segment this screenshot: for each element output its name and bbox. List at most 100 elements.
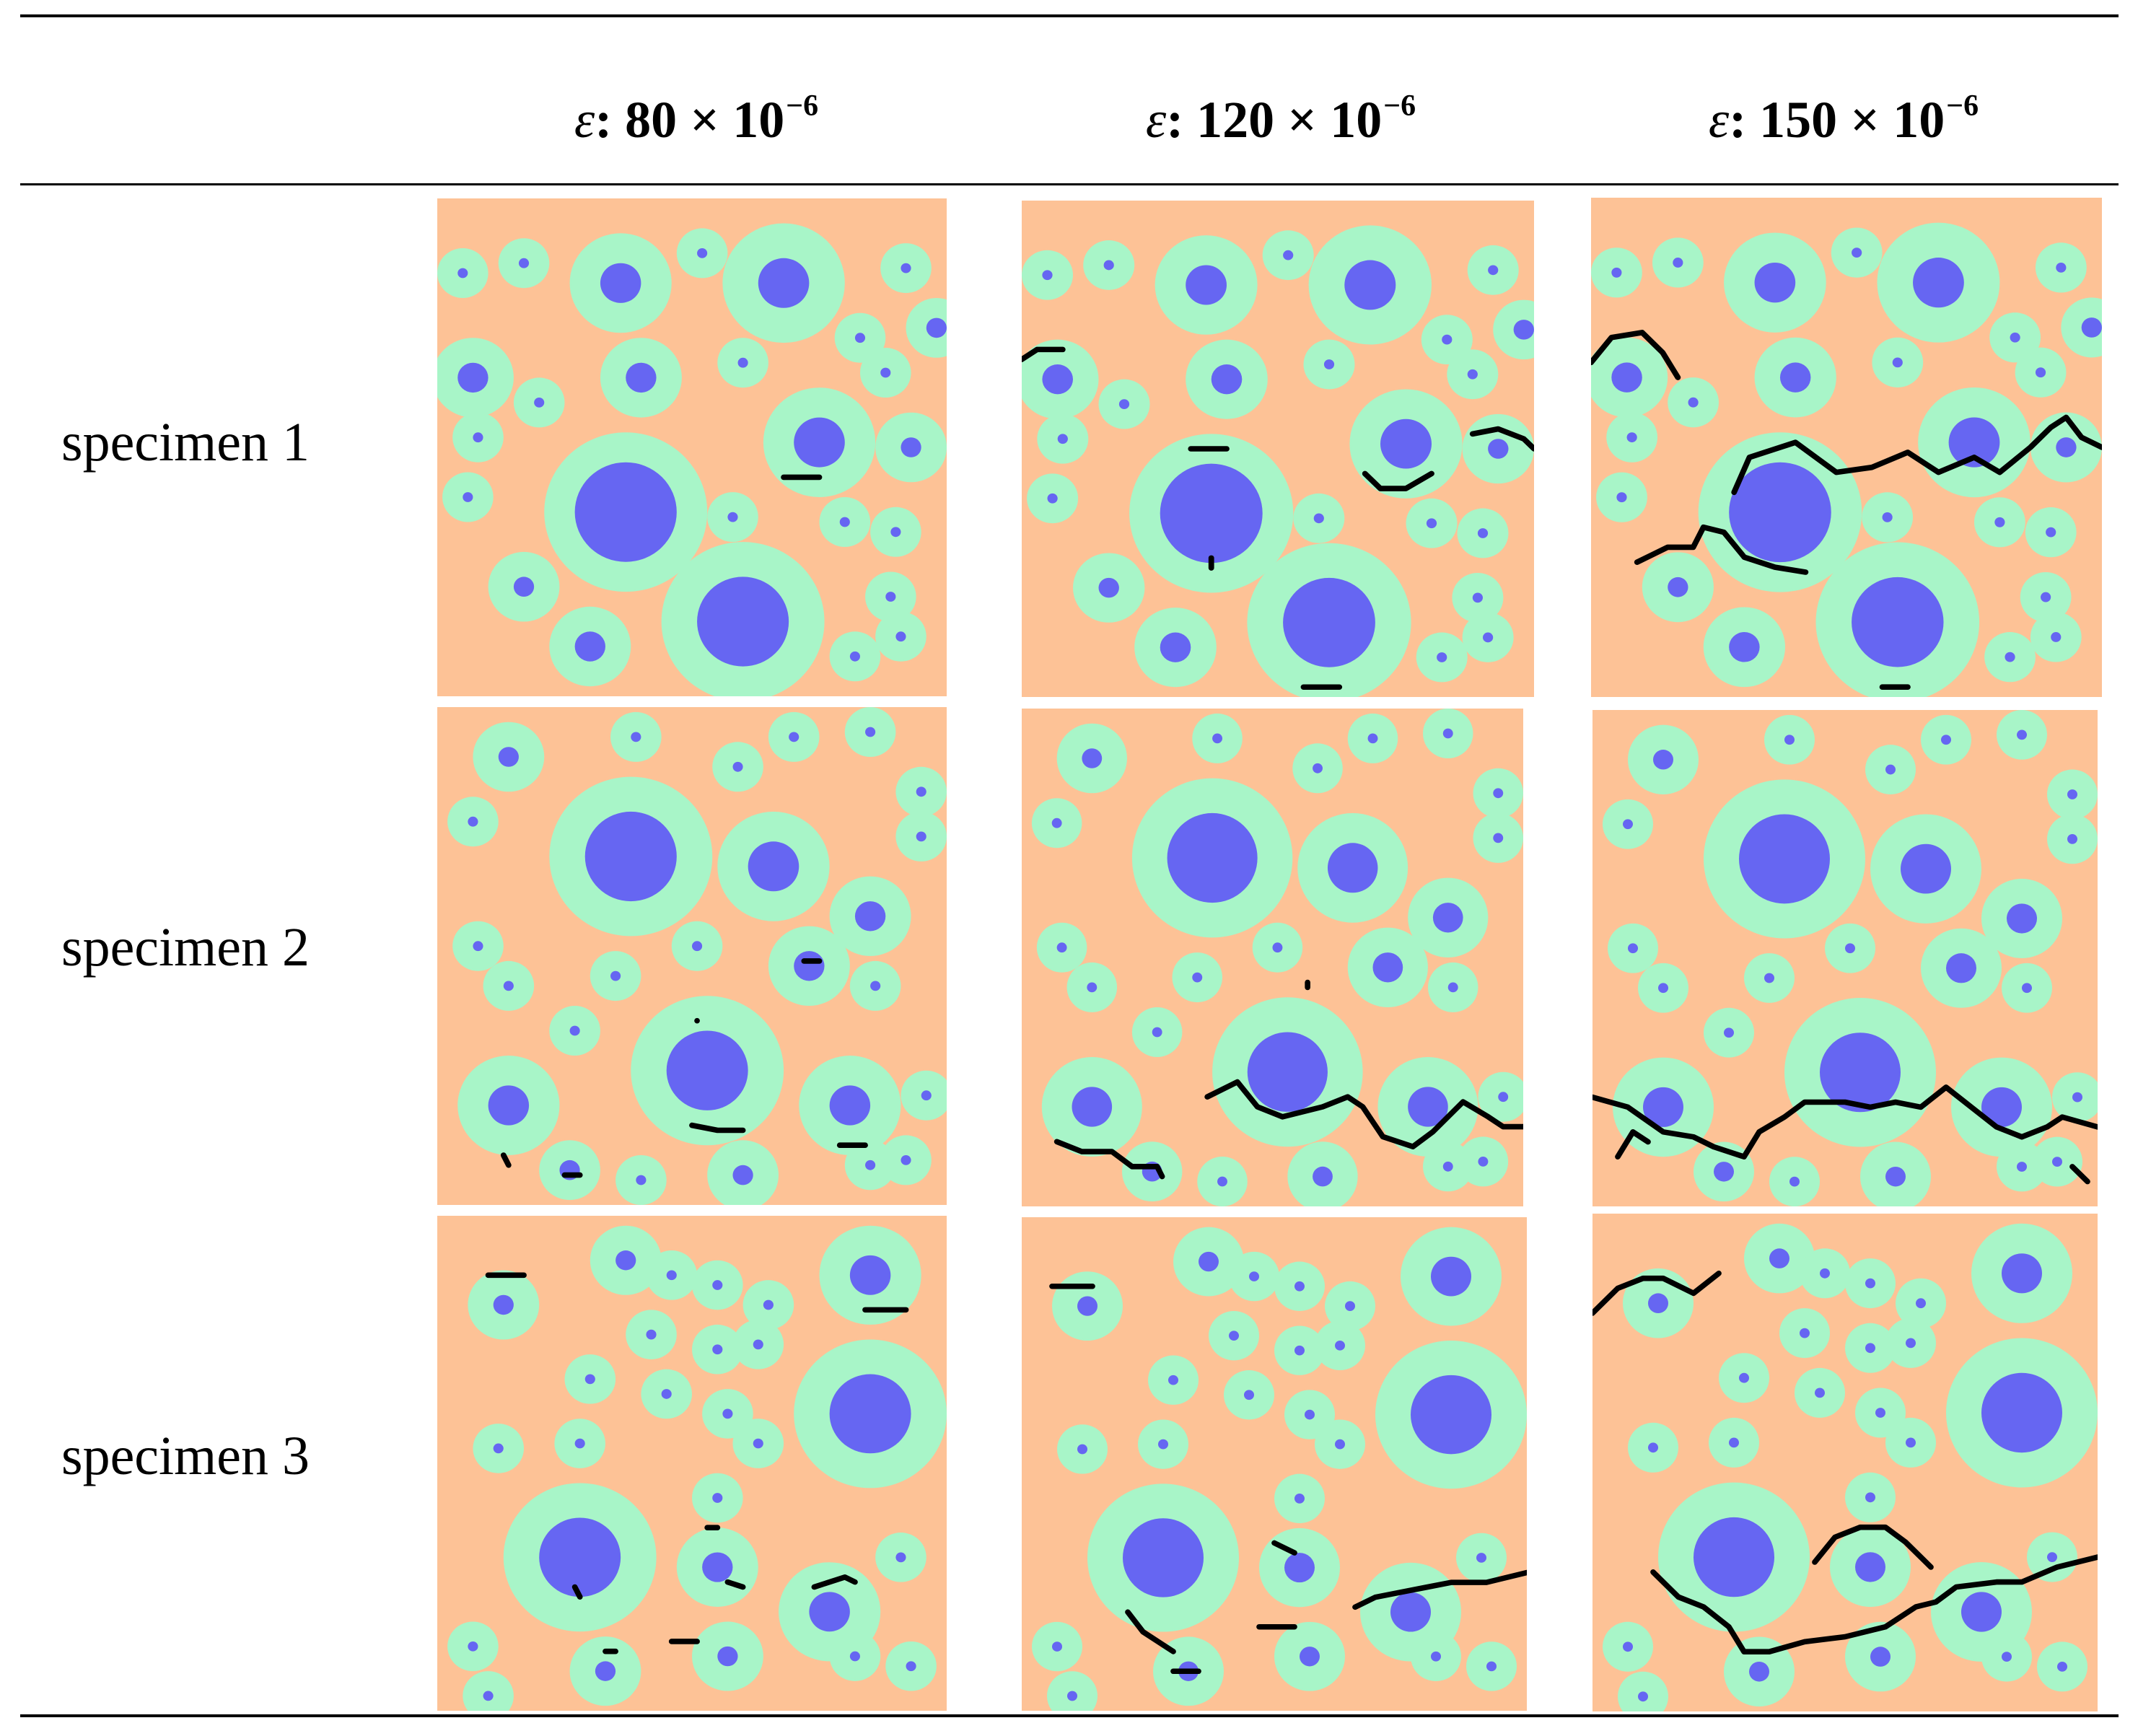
mesoscale-image-specimen-3-strain-80 xyxy=(437,1216,947,1711)
aggregate-particle xyxy=(513,577,535,597)
crack-path xyxy=(1125,1609,1176,1654)
aggregate-particle xyxy=(574,631,605,662)
aggregate-particle xyxy=(829,1374,911,1454)
aggregate-particle xyxy=(865,727,876,737)
aggregate-particle xyxy=(1345,1301,1355,1311)
aggregate-particle xyxy=(2035,367,2046,378)
row-label-specimen-2: specimen 2 xyxy=(61,917,310,978)
header-separator-rule xyxy=(20,183,2119,185)
mesoscale-image-specimen-2-strain-120 xyxy=(1022,709,1523,1206)
aggregate-particle xyxy=(2002,1253,2042,1294)
aggregate-particle xyxy=(1103,260,1114,271)
aggregate-particle xyxy=(1217,1176,1227,1187)
aggregate-particle xyxy=(1077,1444,1087,1455)
aggregate-particle xyxy=(717,1646,738,1667)
aggregate-particle xyxy=(493,1294,514,1315)
aggregate-particle xyxy=(727,512,738,522)
aggregate-particle xyxy=(1082,748,1103,768)
crack-path xyxy=(571,1584,583,1600)
aggregate-particle xyxy=(865,1159,876,1170)
aggregate-particle xyxy=(1658,983,1668,994)
aggregate-particle xyxy=(1885,764,1896,775)
specimen-1-strain-80-figure xyxy=(437,223,947,696)
aggregate-particle xyxy=(1852,577,1944,667)
aggregate-particle xyxy=(849,651,860,662)
aggregate-particle xyxy=(1892,357,1903,368)
aggregate-particle xyxy=(1513,320,1534,340)
aggregate-particle xyxy=(1901,843,1951,894)
aggregate-particle xyxy=(1442,1161,1453,1172)
aggregate-particle xyxy=(1493,788,1504,799)
crack-path xyxy=(811,1574,858,1590)
specimen-2-strain-80-figure xyxy=(447,707,947,1205)
crack-path xyxy=(1352,1569,1527,1610)
aggregate-particle xyxy=(901,1155,911,1165)
aggregate-particle xyxy=(1442,334,1453,345)
aggregate-particle xyxy=(849,1651,860,1662)
aggregate-particle xyxy=(666,1270,677,1281)
crack-path xyxy=(689,1122,746,1134)
aggregate-particle xyxy=(1300,1647,1320,1667)
aggregate-particle xyxy=(1056,942,1067,953)
aggregate-particle xyxy=(518,258,530,268)
aggregate-particle xyxy=(712,1344,723,1355)
aggregate-particle xyxy=(1865,1278,1875,1289)
aggregate-particle xyxy=(473,941,483,952)
aggregate-particle xyxy=(692,941,703,952)
aggregate-particle xyxy=(839,517,850,527)
aggregate-particle xyxy=(1865,1343,1875,1354)
aggregate-particle xyxy=(753,1438,763,1449)
aggregate-particle xyxy=(1431,1651,1441,1662)
row-label-specimen-1: specimen 1 xyxy=(61,412,310,473)
aggregate-particle xyxy=(854,333,866,343)
aggregate-particle xyxy=(702,1552,733,1582)
aggregate-particle xyxy=(2067,834,2077,844)
aggregate-particle xyxy=(1845,943,1855,954)
aggregate-particle xyxy=(1283,250,1294,260)
mesoscale-image-specimen-2-strain-150 xyxy=(1592,710,2098,1206)
aggregate-particle xyxy=(1882,512,1893,522)
aggregate-particle xyxy=(926,317,947,338)
aggregate-particle xyxy=(1123,1518,1204,1597)
aggregate-particle xyxy=(1688,397,1699,408)
crack-path xyxy=(1022,346,1066,362)
aggregate-particle xyxy=(1272,942,1283,953)
aggregate-particle xyxy=(1335,1341,1345,1351)
aggregate-particle xyxy=(1212,733,1222,744)
aggregate-particle xyxy=(1442,728,1453,739)
aggregate-particle xyxy=(1077,1296,1098,1316)
aggregate-particle xyxy=(2041,592,2051,602)
aggregate-particle xyxy=(1906,1437,1916,1448)
aggregate-particle xyxy=(2007,903,2037,934)
row-label-specimen-3: specimen 3 xyxy=(61,1426,310,1486)
aggregate-particle xyxy=(1611,362,1642,393)
aggregate-particle xyxy=(916,786,926,797)
aggregate-particle xyxy=(2005,652,2015,662)
aggregate-particle xyxy=(1313,1166,1333,1187)
aggregate-particle xyxy=(584,811,677,902)
crack-path xyxy=(1592,1271,1722,1316)
aggregate-particle xyxy=(1067,1691,1077,1701)
aggregate-particle xyxy=(1437,652,1447,662)
aggregate-particle xyxy=(1249,1271,1259,1281)
aggregate-particle xyxy=(2052,1157,2062,1167)
aggregate-particle xyxy=(737,357,748,368)
aggregate-particle xyxy=(1152,1027,1162,1038)
crack-path xyxy=(1591,330,1681,380)
aggregate-particle xyxy=(1916,1298,1926,1309)
aggregate-particle xyxy=(468,1641,478,1652)
aggregate-particle xyxy=(1283,577,1375,667)
aggregate-particle xyxy=(1467,369,1478,380)
aggregate-particle xyxy=(880,367,891,378)
aggregate-particle xyxy=(901,437,921,457)
aggregate-particle xyxy=(1865,1492,1875,1503)
aggregate-particle xyxy=(1623,1641,1633,1652)
aggregate-particle xyxy=(901,263,911,273)
aggregate-particle xyxy=(1724,1027,1734,1038)
aggregate-particle xyxy=(794,417,845,468)
aggregate-particle xyxy=(1294,1494,1305,1504)
aggregate-particle xyxy=(498,747,519,767)
aggregate-particle xyxy=(1789,1176,1800,1187)
aggregate-particle xyxy=(468,816,478,827)
crack-path xyxy=(1469,426,1534,452)
